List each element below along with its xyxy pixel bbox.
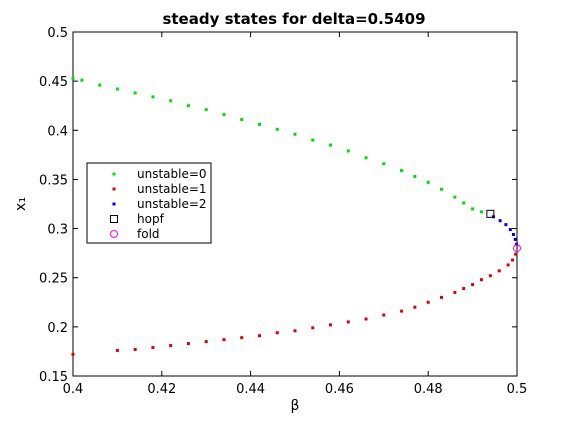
data-point-unstable-0 — [98, 83, 102, 87]
y-tick-label: 0.15 — [39, 370, 68, 385]
data-point-unstable-0 — [71, 76, 75, 80]
data-point-unstable-1 — [471, 283, 475, 287]
data-point-unstable-0 — [133, 91, 137, 95]
plot-area-frame — [72, 31, 518, 377]
data-point-unstable-1 — [453, 290, 457, 294]
data-point-unstable-1 — [440, 295, 444, 299]
data-point-unstable-1 — [413, 305, 417, 309]
data-point-unstable-0 — [471, 207, 475, 211]
data-point-unstable-2 — [504, 223, 508, 227]
data-point-unstable-1 — [115, 348, 119, 352]
data-point-unstable-1 — [275, 331, 279, 335]
data-points — [71, 76, 521, 356]
data-point-unstable-0 — [186, 104, 190, 108]
data-point-unstable-1 — [497, 269, 501, 273]
data-point-unstable-1 — [346, 320, 350, 324]
data-point-unstable-0 — [169, 99, 173, 103]
legend-marker-unstable-2 — [112, 202, 116, 206]
legend-label-unstable-0: unstable=0 — [137, 167, 207, 181]
data-point-unstable-0 — [257, 122, 261, 126]
x-tick-label: 0.46 — [325, 382, 354, 397]
x-tick-label: 0.4 — [63, 382, 84, 397]
x-tick-label: 0.48 — [414, 382, 443, 397]
data-point-unstable-0 — [222, 113, 226, 117]
data-point-unstable-1 — [71, 352, 75, 356]
data-point-unstable-1 — [488, 274, 492, 278]
data-point-unstable-1 — [293, 329, 297, 333]
data-point-unstable-1 — [133, 347, 137, 351]
legend-label-unstable-2: unstable=2 — [137, 197, 207, 211]
data-point-unstable-2 — [498, 219, 502, 223]
data-point-unstable-0 — [240, 117, 244, 121]
data-point-unstable-2 — [508, 228, 512, 232]
data-point-unstable-0 — [293, 132, 297, 136]
data-point-unstable-0 — [329, 143, 333, 147]
data-point-unstable-1 — [506, 263, 510, 267]
data-point-unstable-0 — [453, 195, 457, 199]
data-point-unstable-1 — [240, 336, 244, 340]
data-point-unstable-0 — [462, 201, 466, 205]
x-tick-label: 0.44 — [236, 382, 265, 397]
y-tick-label: 0.2 — [47, 321, 68, 336]
data-point-unstable-0 — [275, 127, 279, 131]
y-tick-label: 0.45 — [39, 75, 68, 90]
legend-label-fold: fold — [137, 227, 160, 241]
data-point-unstable-1 — [257, 334, 261, 338]
y-tick-label: 0.5 — [47, 26, 68, 41]
data-point-unstable-0 — [115, 87, 119, 91]
data-point-unstable-1 — [329, 323, 333, 327]
data-point-unstable-1 — [514, 252, 518, 256]
data-point-unstable-0 — [204, 108, 208, 112]
y-tick-label: 0.25 — [39, 272, 68, 287]
data-point-unstable-1 — [400, 309, 404, 313]
data-point-unstable-0 — [413, 174, 417, 178]
legend-label-unstable-1: unstable=1 — [137, 182, 207, 196]
data-point-unstable-1 — [169, 344, 173, 348]
data-point-unstable-1 — [511, 258, 515, 262]
y-tick-label: 0.3 — [47, 223, 68, 238]
data-point-unstable-1 — [462, 287, 466, 291]
y-axis: 0.15 0.2 0.25 0.3 0.35 0.4 0.45 0.5 — [39, 26, 517, 385]
y-tick-label: 0.4 — [47, 124, 68, 139]
data-point-unstable-1 — [479, 278, 483, 282]
data-point-unstable-0 — [311, 138, 315, 142]
data-point-unstable-0 — [440, 187, 444, 191]
legend-marker-hopf — [110, 215, 118, 223]
x-axis: 0.4 0.42 0.44 0.46 0.48 0.5 — [63, 32, 528, 397]
data-point-unstable-1 — [426, 300, 430, 304]
x-tick-label: 0.5 — [507, 382, 528, 397]
data-point-unstable-0 — [479, 210, 483, 214]
data-point-unstable-0 — [346, 149, 350, 153]
data-point-unstable-0 — [426, 180, 430, 184]
legend-marker-unstable-1 — [112, 187, 116, 191]
data-point-unstable-2 — [511, 232, 515, 236]
data-point-unstable-1 — [186, 342, 190, 346]
data-point-unstable-0 — [80, 78, 84, 82]
x-tick-label: 0.42 — [147, 382, 176, 397]
legend-marker-unstable-0 — [112, 172, 116, 176]
x-axis-label: β — [291, 398, 300, 414]
legend-box — [86, 162, 212, 244]
data-point-hopf — [486, 209, 495, 218]
legend-label-hopf: hopf — [137, 212, 165, 226]
y-axis-label: x₁ — [13, 197, 29, 211]
data-point-unstable-0 — [400, 169, 404, 173]
data-point-fold — [513, 244, 521, 253]
legend-marker-fold — [110, 230, 118, 238]
data-point-unstable-1 — [311, 326, 315, 330]
data-point-unstable-1 — [222, 338, 226, 342]
data-point-unstable-0 — [382, 162, 386, 166]
data-point-unstable-1 — [204, 340, 208, 344]
data-point-unstable-1 — [382, 313, 386, 317]
chart-title: steady states for delta=0.5409 — [162, 10, 425, 28]
data-point-unstable-1 — [151, 345, 155, 349]
data-point-unstable-0 — [364, 156, 368, 160]
data-point-unstable-2 — [513, 237, 517, 241]
data-point-unstable-1 — [364, 317, 368, 321]
data-point-unstable-0 — [151, 95, 155, 99]
y-tick-label: 0.35 — [39, 173, 68, 188]
